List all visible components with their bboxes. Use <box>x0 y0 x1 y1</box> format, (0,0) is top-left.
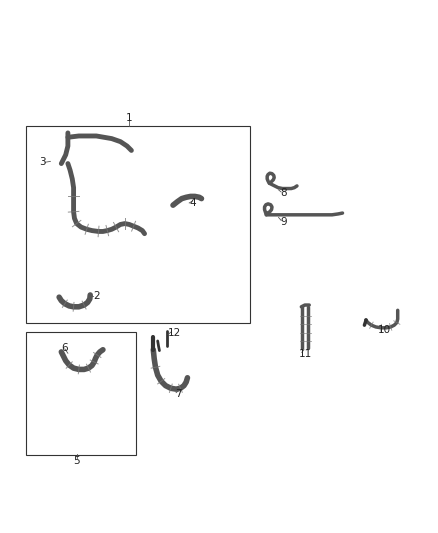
Text: 6: 6 <box>61 343 68 352</box>
Bar <box>26 126 250 324</box>
Text: 2: 2 <box>93 291 100 301</box>
Text: 5: 5 <box>73 456 80 466</box>
Text: 9: 9 <box>280 217 287 227</box>
Text: 10: 10 <box>378 325 391 335</box>
Bar <box>26 332 136 455</box>
Text: 4: 4 <box>189 198 196 208</box>
Text: 11: 11 <box>299 349 312 359</box>
Text: 1: 1 <box>126 112 133 123</box>
Text: 8: 8 <box>280 188 287 198</box>
Text: 3: 3 <box>39 157 46 167</box>
Text: 12: 12 <box>168 328 181 338</box>
Text: 7: 7 <box>175 390 182 399</box>
